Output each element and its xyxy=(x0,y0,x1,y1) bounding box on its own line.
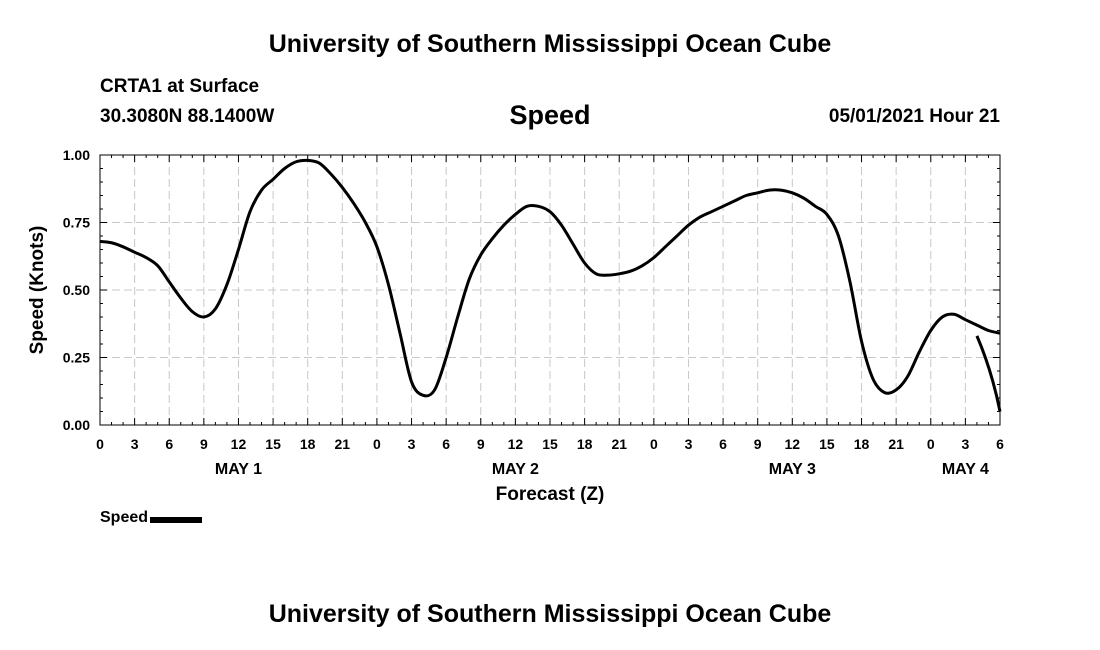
x-tick-label: 3 xyxy=(685,436,693,452)
footer-title: University of Southern Mississippi Ocean… xyxy=(268,600,832,628)
y-tick-label: 1.00 xyxy=(63,147,90,163)
x-axis-label: Forecast (Z) xyxy=(496,484,605,505)
x-tick-label: 21 xyxy=(611,436,627,452)
y-tick-label: 0.25 xyxy=(63,350,90,366)
x-tick-label: 15 xyxy=(819,436,835,452)
day-label: MAY 1 xyxy=(215,461,262,478)
x-tick-label: 6 xyxy=(719,436,727,452)
x-tick-label: 6 xyxy=(165,436,173,452)
x-tick-label: 18 xyxy=(577,436,593,452)
legend-line-swatch xyxy=(150,517,203,523)
x-tick-label: 12 xyxy=(508,436,524,452)
day-label: MAY 4 xyxy=(942,461,989,478)
x-tick-label: 9 xyxy=(754,436,762,452)
station-coordinates: 30.3080N 88.1400W xyxy=(100,106,275,127)
legend-label: Speed xyxy=(100,509,149,526)
legend: Speed xyxy=(100,509,203,527)
x-tick-label: 6 xyxy=(996,436,1004,452)
station-name: CRTA1 at Surface xyxy=(100,76,260,97)
x-tick-label: 12 xyxy=(785,436,801,452)
x-tick-label: 0 xyxy=(927,436,935,452)
chart-title: University of Southern Mississippi Ocean… xyxy=(268,30,832,58)
y-tick-label: 0.50 xyxy=(63,282,90,298)
day-label: MAY 2 xyxy=(492,461,539,478)
forecast-timestamp: 05/01/2021 Hour 21 xyxy=(828,106,1000,127)
variable-title: Speed xyxy=(509,100,591,130)
x-tick-label: 18 xyxy=(854,436,870,452)
x-tick-label: 3 xyxy=(408,436,416,452)
x-tick-label: 6 xyxy=(442,436,450,452)
x-tick-label: 21 xyxy=(888,436,904,452)
x-tick-label: 15 xyxy=(265,436,281,452)
speed-series-line xyxy=(99,158,1001,398)
x-tick-label: 0 xyxy=(373,436,381,452)
x-tick-label: 18 xyxy=(300,436,316,452)
x-tick-label: 15 xyxy=(542,436,558,452)
x-tick-label: 3 xyxy=(131,436,139,452)
x-tick-label: 12 xyxy=(231,436,247,452)
y-tick-label: 0.75 xyxy=(63,215,90,231)
x-tick-label: 9 xyxy=(477,436,485,452)
x-tick-label: 0 xyxy=(96,436,104,452)
speed-series-tail xyxy=(975,335,1002,412)
plot-frame xyxy=(99,154,1001,426)
x-tick-label: 3 xyxy=(961,436,969,452)
x-tick-label: 21 xyxy=(335,436,351,452)
y-tick-label: 0.00 xyxy=(63,417,90,433)
y-axis-label: Speed (Knots) xyxy=(27,226,48,355)
day-label: MAY 3 xyxy=(769,461,816,478)
x-tick-label: 0 xyxy=(650,436,658,452)
x-tick-label: 9 xyxy=(200,436,208,452)
